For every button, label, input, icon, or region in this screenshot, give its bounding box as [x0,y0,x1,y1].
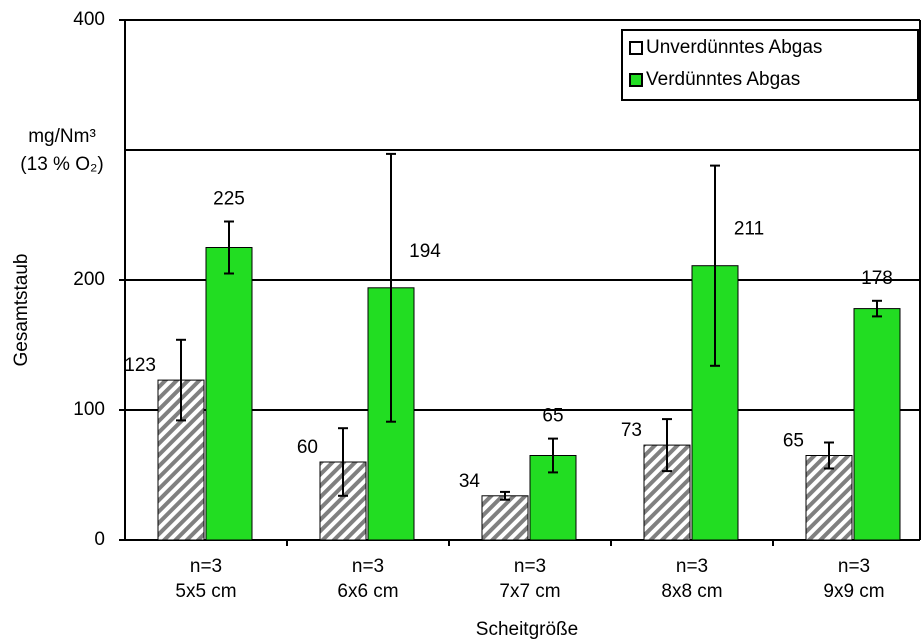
x-tick-label: 7x7 cm [499,581,560,602]
x-tick-label: 9x9 cm [823,581,884,602]
value-label: 65 [542,406,563,427]
legend-label: Verdünntes Abgas [646,69,800,90]
value-label: 123 [124,355,156,376]
x-tick-label: 8x8 cm [661,581,722,602]
x-tick-label: n=3 [676,556,708,577]
legend-label: Unverdünntes Abgas [646,37,822,58]
value-label: 194 [409,241,441,262]
value-label: 225 [213,189,245,210]
value-label: 60 [297,437,318,458]
bar [481,495,529,541]
y-unit: mg/Nm³ [28,126,96,147]
x-tick-label: n=3 [190,556,222,577]
value-label: 211 [734,219,764,240]
bar [805,455,853,541]
y-tick-label: 100 [73,399,105,420]
y-tick-label: 200 [73,269,105,290]
x-tick-label: 6x6 cm [337,581,398,602]
x-tick-label: n=3 [352,556,384,577]
x-tick-label: n=3 [838,556,870,577]
y-tick-label: 0 [94,529,105,550]
y-tick-label: 400 [73,9,105,30]
legend-box [621,29,919,101]
legend-swatch [629,73,643,87]
y-unit: (13 % O₂) [20,154,103,175]
value-label: 65 [783,431,804,452]
x-tick-label: 5x5 cm [175,581,236,602]
value-label: 73 [621,420,642,441]
value-label: 178 [861,268,893,289]
x-axis-title: Scheitgröße [476,619,578,640]
x-tick-label: n=3 [514,556,546,577]
value-label: 34 [459,471,481,492]
legend-swatch [629,41,643,55]
bar [205,247,253,541]
y-axis-title: Gesamtstaub [11,254,32,367]
bar [853,308,901,541]
